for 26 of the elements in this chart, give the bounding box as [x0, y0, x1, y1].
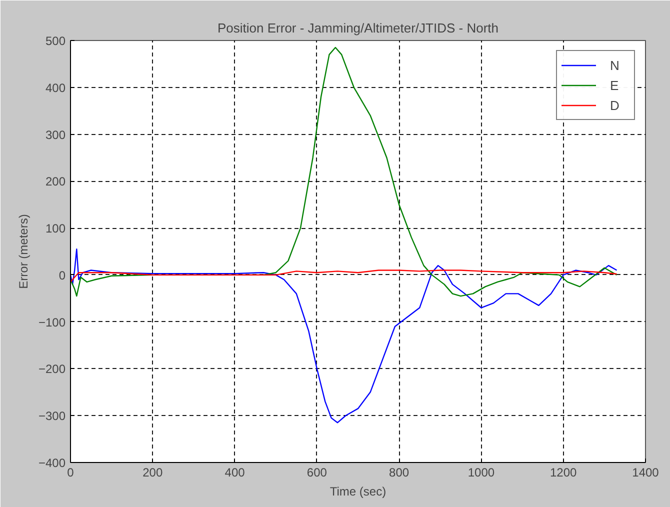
y-tick-label: 500 — [45, 34, 66, 48]
y-tick-label: 200 — [45, 174, 66, 189]
y-tick-label: −300 — [38, 409, 66, 424]
x-tick-label: 1400 — [632, 466, 660, 480]
legend-label: N — [610, 58, 620, 72]
y-tick-label: 100 — [45, 222, 66, 236]
x-tick-label: 600 — [306, 466, 328, 480]
y-tick-label: −200 — [38, 362, 66, 376]
y-axis-title: Error (meters) — [16, 214, 30, 289]
x-tick-label: 1000 — [468, 466, 495, 480]
line-series — [70, 270, 618, 283]
x-tick-label: 400 — [224, 466, 246, 480]
x-tick-label: 1200 — [550, 466, 578, 480]
y-tick-label: −100 — [38, 315, 66, 330]
x-axis-title: Time (sec) — [330, 484, 386, 498]
y-tick-label: 400 — [45, 80, 66, 95]
y-tick-label: 0 — [58, 268, 66, 282]
chart-title: Position Error - Jamming/Altimeter/JTIDS - North — [218, 20, 499, 36]
x-tick-label: 200 — [142, 466, 163, 480]
y-tick-label: −400 — [38, 456, 66, 470]
legend-label: D — [610, 98, 620, 112]
line-series — [70, 248, 618, 424]
y-tick-label: 300 — [45, 128, 66, 142]
x-tick-label: 800 — [389, 466, 410, 480]
x-tick-label: 0 — [67, 466, 74, 480]
legend-label: E — [610, 78, 620, 92]
